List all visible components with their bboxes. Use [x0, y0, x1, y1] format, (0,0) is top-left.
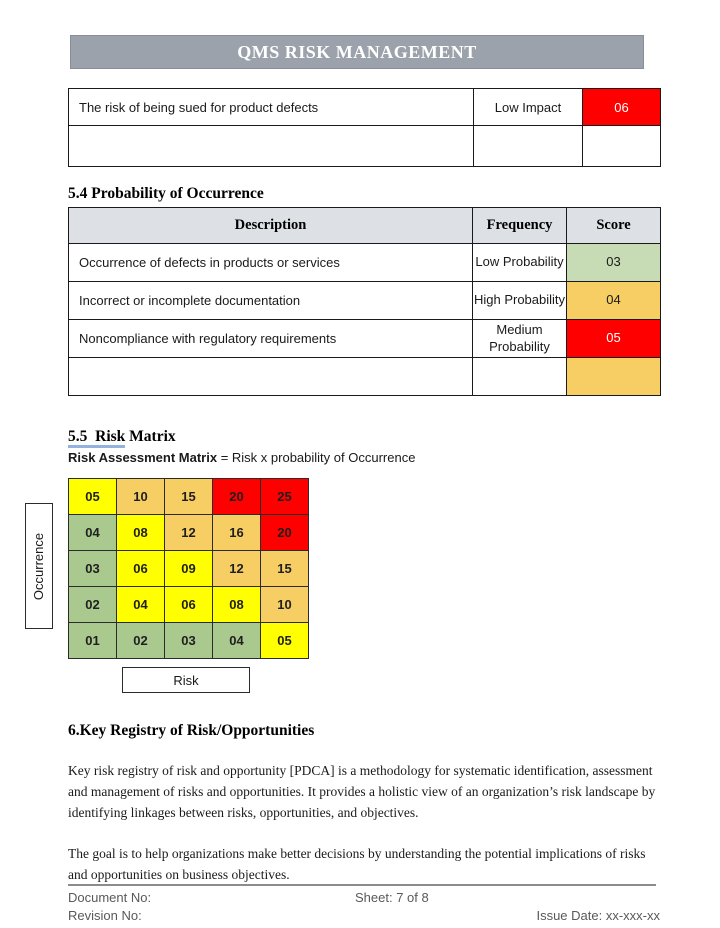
- impact-level-cell: [473, 125, 583, 167]
- risk-matrix-cell: 15: [261, 551, 309, 587]
- section-heading-risk-matrix: 5.5 Risk Matrix: [68, 428, 176, 448]
- subtitle-bold-part: Risk Assessment Matrix: [68, 450, 218, 465]
- heading-rest-part: Matrix: [125, 428, 176, 445]
- column-header-description: Description: [68, 207, 473, 244]
- risk-matrix-cell: 04: [213, 623, 261, 659]
- risk-matrix-cell: 10: [261, 587, 309, 623]
- probability-score-cell: [566, 357, 661, 396]
- registry-paragraph: The goal is to help organizations make b…: [68, 846, 646, 882]
- risk-matrix-cell: 15: [165, 479, 213, 515]
- impact-score-cell: [582, 125, 661, 167]
- risk-matrix-cell: 01: [69, 623, 117, 659]
- risk-matrix-cell: 05: [261, 623, 309, 659]
- registry-paragraph: Key risk registry of risk and opportunit…: [68, 763, 656, 820]
- matrix-y-axis-label-box: Occurrence: [25, 503, 53, 629]
- probability-description-cell: Occurrence of defects in products or ser…: [68, 243, 473, 282]
- risk-matrix-cell: 05: [69, 479, 117, 515]
- risk-matrix-cell: 12: [165, 515, 213, 551]
- matrix-y-axis-label: Occurrence: [31, 532, 47, 600]
- column-header-score: Score: [566, 207, 661, 244]
- risk-matrix-cell: 02: [117, 623, 165, 659]
- footer-revision-no: Revision No:: [68, 908, 142, 923]
- table-header-row: Description Frequency Score: [68, 207, 661, 244]
- risk-matrix-cell: 10: [117, 479, 165, 515]
- table-row: [68, 125, 661, 167]
- probability-frequency-cell: High Probability: [472, 281, 567, 320]
- matrix-x-axis-label-box: Risk: [122, 667, 250, 693]
- table-row: Noncompliance with regulatory requiremen…: [68, 319, 661, 358]
- probability-frequency-cell: Medium Probability: [472, 319, 567, 358]
- section-heading-probability: 5.4 Probability of Occurrence: [68, 185, 264, 202]
- table-row: [68, 357, 661, 396]
- risk-matrix-cell: 16: [213, 515, 261, 551]
- risk-matrix-cell: 04: [69, 515, 117, 551]
- risk-matrix-cell: 12: [213, 551, 261, 587]
- column-header-frequency: Frequency: [472, 207, 567, 244]
- probability-score-cell: 03: [566, 243, 661, 282]
- table-row: Incorrect or incomplete documentation Hi…: [68, 281, 661, 320]
- risk-matrix-cell: 02: [69, 587, 117, 623]
- table-row: The risk of being sued for product defec…: [68, 88, 661, 126]
- subtitle-rest-part: = Risk x probability of Occurrence: [217, 450, 416, 465]
- impact-description-cell: [68, 125, 474, 167]
- risk-matrix-cell: 08: [117, 515, 165, 551]
- risk-matrix-cell: 03: [165, 623, 213, 659]
- document-title-bar: QMS RISK MANAGEMENT: [70, 35, 644, 69]
- footer-document-no: Document No:: [68, 890, 152, 905]
- probability-description-cell: [68, 357, 473, 396]
- footer-divider: [68, 884, 656, 886]
- risk-matrix-cell: 06: [117, 551, 165, 587]
- heading-underlined-part: 5.5 Risk: [68, 428, 126, 448]
- probability-frequency-cell: Low Probability: [472, 243, 567, 282]
- probability-frequency-cell: [472, 357, 567, 396]
- risk-matrix-cell: 20: [261, 515, 309, 551]
- footer-issue-date: Issue Date: xx-xxx-xx: [536, 908, 660, 923]
- table-row: Occurrence of defects in products or ser…: [68, 243, 661, 282]
- impact-table: The risk of being sued for product defec…: [68, 88, 661, 167]
- footer-sheet-number: Sheet: 7 of 8: [355, 890, 429, 905]
- probability-description-cell: Incorrect or incomplete documentation: [68, 281, 473, 320]
- risk-matrix-cell: 25: [261, 479, 309, 515]
- probability-table: Description Frequency Score Occurrence o…: [68, 207, 661, 396]
- risk-matrix-cell: 03: [69, 551, 117, 587]
- probability-score-cell: 04: [566, 281, 661, 320]
- probability-description-cell: Noncompliance with regulatory requiremen…: [68, 319, 473, 358]
- risk-matrix-subtitle: Risk Assessment Matrix = Risk x probabil…: [68, 450, 415, 465]
- risk-matrix-grid: 05 10 15 20 25 04 08 12 16 20 03 06 09 12 15 02 04 06 08 10…: [68, 478, 309, 659]
- risk-matrix-cell: 09: [165, 551, 213, 587]
- risk-matrix-cell: 20: [213, 479, 261, 515]
- risk-matrix-cell: 08: [213, 587, 261, 623]
- section-heading-registry: 6.Key Registry of Risk/Opportunities: [68, 722, 315, 739]
- risk-matrix-cell: 04: [117, 587, 165, 623]
- impact-level-cell: Low Impact: [473, 88, 583, 126]
- impact-score-cell: 06: [582, 88, 661, 126]
- risk-matrix-cell: 06: [165, 587, 213, 623]
- probability-score-cell: 05: [566, 319, 661, 358]
- impact-description-cell: The risk of being sued for product defec…: [68, 88, 474, 126]
- document-title: QMS RISK MANAGEMENT: [237, 41, 477, 62]
